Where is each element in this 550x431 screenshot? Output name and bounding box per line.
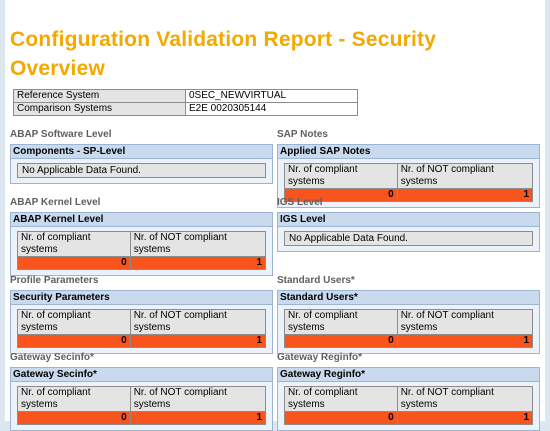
compliant-header: Nr. of compliant systems	[284, 163, 398, 189]
table-row: Nr. of compliant systems Nr. of NOT comp…	[284, 163, 534, 189]
panel-gateway-secinfo: Gateway Secinfo* Nr. of compliant system…	[10, 367, 273, 431]
compliance-table: Nr. of compliant systems Nr. of NOT comp…	[17, 231, 267, 270]
page-title: Configuration Validation Report - Securi…	[10, 28, 437, 80]
compliance-table: Nr. of compliant systems Nr. of NOT comp…	[284, 309, 534, 348]
compliant-count: 0	[284, 188, 398, 202]
section-gateway-reginfo: Gateway Reginfo* Gateway Reginfo* Nr. of…	[277, 351, 540, 431]
panel-header: IGS Level	[278, 213, 539, 227]
no-data-message: No Applicable Data Found.	[17, 163, 266, 178]
section-profile-parameters: Profile Parameters Security Parameters N…	[10, 274, 273, 354]
table-row: 0 1	[17, 256, 267, 270]
compliant-count: 0	[17, 256, 131, 270]
table-row: 0 1	[17, 411, 267, 425]
no-data-message: No Applicable Data Found.	[284, 231, 533, 246]
section-sap-notes: SAP Notes Applied SAP Notes Nr. of compl…	[277, 128, 540, 208]
compliant-count: 0	[284, 411, 398, 425]
panel-header: Gateway Reginfo*	[278, 368, 539, 382]
section-title: ABAP Kernel Level	[10, 197, 101, 208]
table-row: 0 1	[284, 188, 534, 202]
section-title: Gateway Secinfo*	[10, 352, 94, 363]
not-compliant-count: 1	[396, 188, 534, 202]
table-row: Nr. of compliant systems Nr. of NOT comp…	[17, 309, 267, 335]
not-compliant-header: Nr. of NOT compliant systems	[129, 231, 267, 257]
section-standard-users: Standard Users* Standard Users* Nr. of c…	[277, 274, 540, 354]
section-igs-level: IGS Level IGS Level No Applicable Data F…	[277, 196, 540, 252]
compliant-header: Nr. of compliant systems	[17, 386, 131, 412]
panel-abap-kernel-level: ABAP Kernel Level Nr. of compliant syste…	[10, 212, 273, 276]
section-abap-kernel-level: ABAP Kernel Level ABAP Kernel Level Nr. …	[10, 196, 273, 276]
report-page: Configuration Validation Report - Securi…	[5, 0, 545, 431]
compliance-table: Nr. of compliant systems Nr. of NOT comp…	[17, 386, 267, 425]
compliant-count: 0	[17, 334, 131, 348]
not-compliant-header: Nr. of NOT compliant systems	[129, 309, 267, 335]
table-row: Nr. of compliant systems Nr. of NOT comp…	[17, 386, 267, 412]
not-compliant-count: 1	[396, 334, 534, 348]
panel-header: Security Parameters	[11, 291, 272, 305]
panel-header: Gateway Secinfo*	[11, 368, 272, 382]
panel-header: Components - SP-Level	[11, 145, 272, 159]
panel-gateway-reginfo: Gateway Reginfo* Nr. of compliant system…	[277, 367, 540, 431]
not-compliant-count: 1	[129, 411, 267, 425]
panel-components-sp-level: Components - SP-Level No Applicable Data…	[10, 144, 273, 184]
system-info-table: Reference System 0SEC_NEWVIRTUAL Compari…	[13, 89, 358, 116]
compliant-header: Nr. of compliant systems	[17, 309, 131, 335]
reference-system-label: Reference System	[13, 89, 186, 103]
not-compliant-header: Nr. of NOT compliant systems	[396, 309, 534, 335]
table-row: Nr. of compliant systems Nr. of NOT comp…	[17, 231, 267, 257]
compliance-table: Nr. of compliant systems Nr. of NOT comp…	[284, 386, 534, 425]
compliance-table: Nr. of compliant systems Nr. of NOT comp…	[17, 309, 267, 348]
table-row: Reference System 0SEC_NEWVIRTUAL	[13, 89, 358, 103]
table-row: Nr. of compliant systems Nr. of NOT comp…	[284, 386, 534, 412]
panel-applied-sap-notes: Applied SAP Notes Nr. of compliant syste…	[277, 144, 540, 208]
not-compliant-count: 1	[129, 334, 267, 348]
compliant-count: 0	[284, 334, 398, 348]
panel-security-parameters: Security Parameters Nr. of compliant sys…	[10, 290, 273, 354]
panel-header: Standard Users*	[278, 291, 539, 305]
panel-header: ABAP Kernel Level	[11, 213, 272, 227]
table-row: 0 1	[17, 334, 267, 348]
section-title: IGS Level	[277, 197, 323, 208]
panel-header: Applied SAP Notes	[278, 145, 539, 159]
not-compliant-header: Nr. of NOT compliant systems	[396, 386, 534, 412]
comparison-systems-value: E2E 0020305144	[185, 102, 358, 116]
compliant-header: Nr. of compliant systems	[284, 386, 398, 412]
section-abap-software-level: ABAP Software Level Components - SP-Leve…	[10, 128, 273, 184]
compliant-header: Nr. of compliant systems	[284, 309, 398, 335]
not-compliant-header: Nr. of NOT compliant systems	[129, 386, 267, 412]
section-title: ABAP Software Level	[10, 129, 112, 140]
not-compliant-count: 1	[396, 411, 534, 425]
table-row: Comparison Systems E2E 0020305144	[13, 102, 358, 116]
section-title: SAP Notes	[277, 129, 328, 140]
reference-system-value: 0SEC_NEWVIRTUAL	[185, 89, 358, 103]
section-gateway-secinfo: Gateway Secinfo* Gateway Secinfo* Nr. of…	[10, 351, 273, 431]
compliant-header: Nr. of compliant systems	[17, 231, 131, 257]
not-compliant-header: Nr. of NOT compliant systems	[396, 163, 534, 189]
section-title: Profile Parameters	[10, 275, 99, 286]
section-title: Gateway Reginfo*	[277, 352, 363, 363]
table-row: Nr. of compliant systems Nr. of NOT comp…	[284, 309, 534, 335]
section-title: Standard Users*	[277, 275, 355, 286]
compliant-count: 0	[17, 411, 131, 425]
panel-igs-level: IGS Level No Applicable Data Found.	[277, 212, 540, 252]
table-row: 0 1	[284, 334, 534, 348]
table-row: 0 1	[284, 411, 534, 425]
compliance-table: Nr. of compliant systems Nr. of NOT comp…	[284, 163, 534, 202]
comparison-systems-label: Comparison Systems	[13, 102, 186, 116]
panel-standard-users: Standard Users* Nr. of compliant systems…	[277, 290, 540, 354]
not-compliant-count: 1	[129, 256, 267, 270]
